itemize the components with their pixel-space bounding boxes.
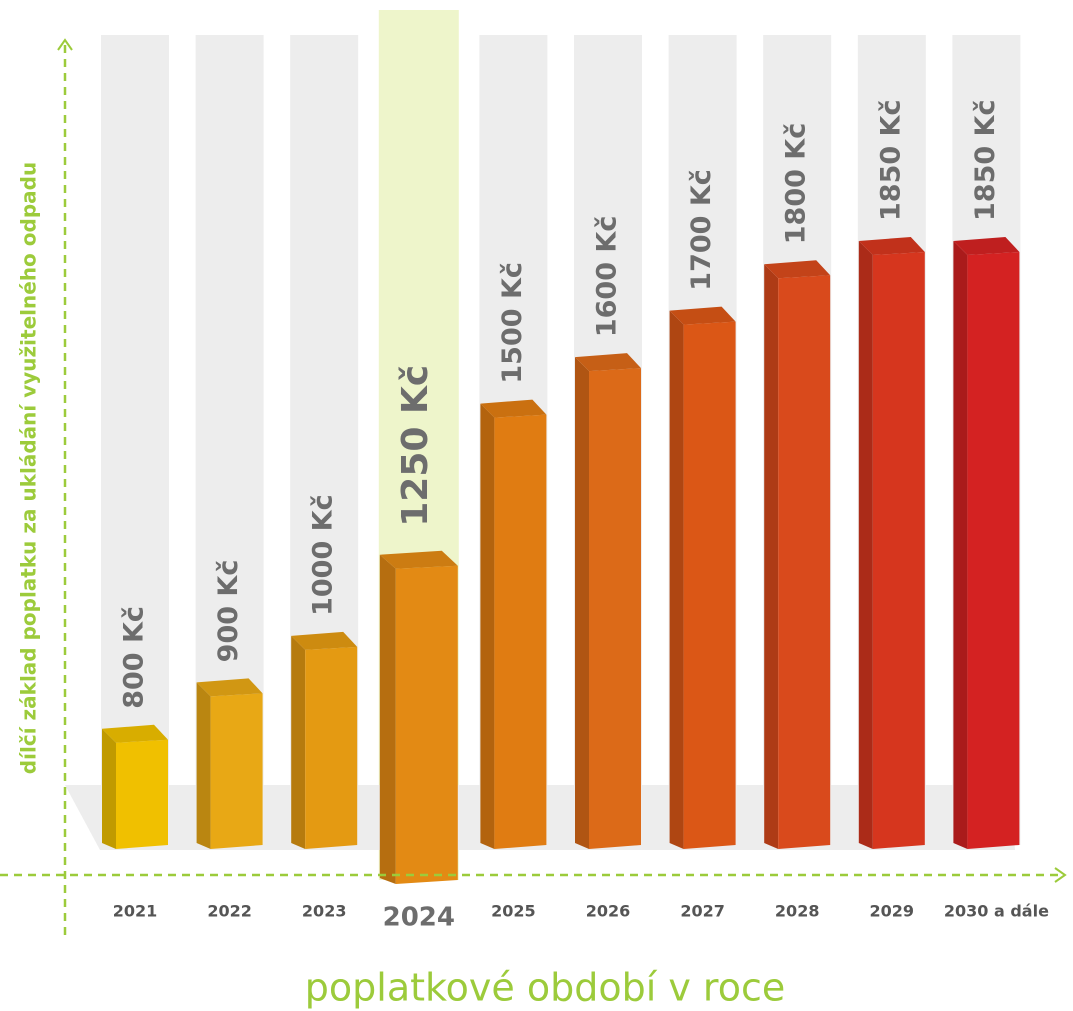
x-axis-arrow (1054, 867, 1067, 883)
value-label: 900 Kč (213, 560, 244, 663)
bar-side (196, 682, 211, 849)
x-tick-label: 2025 (491, 902, 536, 921)
x-tick-label: 2021 (113, 902, 158, 921)
bar-top (953, 237, 1020, 255)
x-tick-label: 2027 (680, 902, 725, 921)
value-label: 1250 Kč (395, 365, 436, 527)
bar-front (305, 646, 358, 849)
value-label: 1000 Kč (308, 494, 339, 615)
bar-side (480, 403, 495, 849)
bar-front (872, 252, 925, 849)
x-tick-label: 2022 (207, 902, 252, 921)
bar-side (291, 635, 306, 849)
bar-side (764, 264, 779, 849)
bar-side (669, 310, 684, 849)
bar-top (480, 399, 547, 418)
value-label: 1700 Kč (686, 169, 717, 290)
x-tick-label: 2024 (383, 903, 455, 933)
bar-front (395, 565, 458, 884)
x-tick-label: 2026 (586, 902, 631, 921)
x-tick-label: 2029 (870, 902, 915, 921)
y-axis-label: dílčí základ poplatku za ukládání využit… (17, 162, 41, 774)
bar-top (102, 724, 168, 743)
bar-layer: 800 Kč 2021 900 Kč 2022 1000 Kč 2023 1250 Kč 20… (102, 100, 1049, 933)
x-tick-label: 2023 (302, 902, 347, 921)
bar-top (669, 306, 736, 325)
bar-top (858, 237, 925, 255)
bar-top (291, 631, 358, 650)
bar-front (116, 739, 168, 849)
value-label: 1600 Kč (592, 216, 623, 337)
bar-front (967, 252, 1020, 849)
value-label: 1800 Kč (781, 123, 812, 244)
bar-side (575, 357, 589, 849)
bar-front (494, 414, 547, 849)
bar-top (764, 260, 831, 279)
bar-top (575, 353, 641, 372)
x-tick-label: 2028 (775, 902, 820, 921)
bar-front (778, 275, 831, 849)
y-axis-arrow (57, 38, 73, 51)
value-label: 1500 Kč (497, 262, 528, 383)
bar-top (379, 550, 458, 569)
bar-front (210, 693, 263, 849)
x-tick-label: 2030 a dále (944, 902, 1049, 921)
bar-side (379, 554, 396, 884)
bar-front (683, 321, 736, 849)
bar-side (858, 241, 873, 849)
bar-side (953, 241, 968, 849)
bar-top (196, 678, 263, 697)
value-label: 1850 Kč (875, 100, 906, 221)
column-background (101, 35, 169, 845)
value-label: 1850 Kč (970, 100, 1001, 221)
bar-side (102, 728, 116, 849)
x-axis-label: poplatkové období v roce (305, 966, 785, 1010)
bar-front (589, 368, 641, 849)
value-label: 800 Kč (119, 606, 150, 709)
